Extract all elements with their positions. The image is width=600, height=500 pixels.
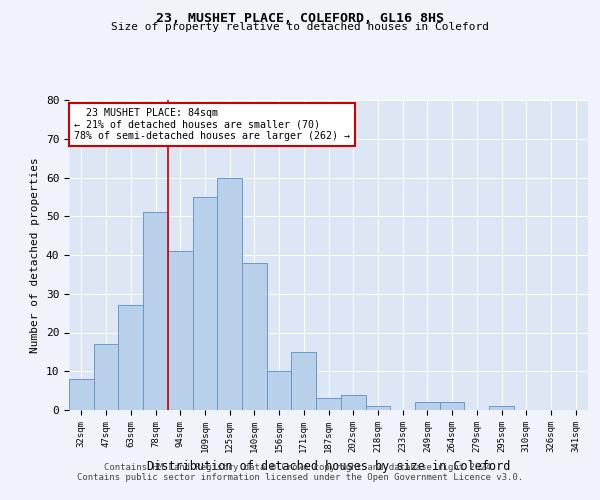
Text: Size of property relative to detached houses in Coleford: Size of property relative to detached ho… <box>111 22 489 32</box>
Bar <box>316 398 341 410</box>
Text: Contains HM Land Registry data © Crown copyright and database right 2024.: Contains HM Land Registry data © Crown c… <box>104 464 496 472</box>
Bar <box>242 263 267 410</box>
Bar <box>365 406 390 410</box>
Bar <box>415 402 440 410</box>
Y-axis label: Number of detached properties: Number of detached properties <box>30 157 40 353</box>
Text: Contains public sector information licensed under the Open Government Licence v3: Contains public sector information licen… <box>77 474 523 482</box>
Bar <box>168 251 193 410</box>
Text: 23 MUSHET PLACE: 84sqm
← 21% of detached houses are smaller (70)
78% of semi-det: 23 MUSHET PLACE: 84sqm ← 21% of detached… <box>74 108 350 141</box>
Bar <box>489 406 514 410</box>
Bar <box>143 212 168 410</box>
Bar <box>341 394 365 410</box>
Bar <box>69 379 94 410</box>
Bar <box>94 344 118 410</box>
Bar <box>267 371 292 410</box>
X-axis label: Distribution of detached houses by size in Coleford: Distribution of detached houses by size … <box>147 460 510 473</box>
Bar <box>193 197 217 410</box>
Bar <box>292 352 316 410</box>
Bar <box>440 402 464 410</box>
Text: 23, MUSHET PLACE, COLEFORD, GL16 8HS: 23, MUSHET PLACE, COLEFORD, GL16 8HS <box>156 12 444 26</box>
Bar <box>217 178 242 410</box>
Bar <box>118 306 143 410</box>
